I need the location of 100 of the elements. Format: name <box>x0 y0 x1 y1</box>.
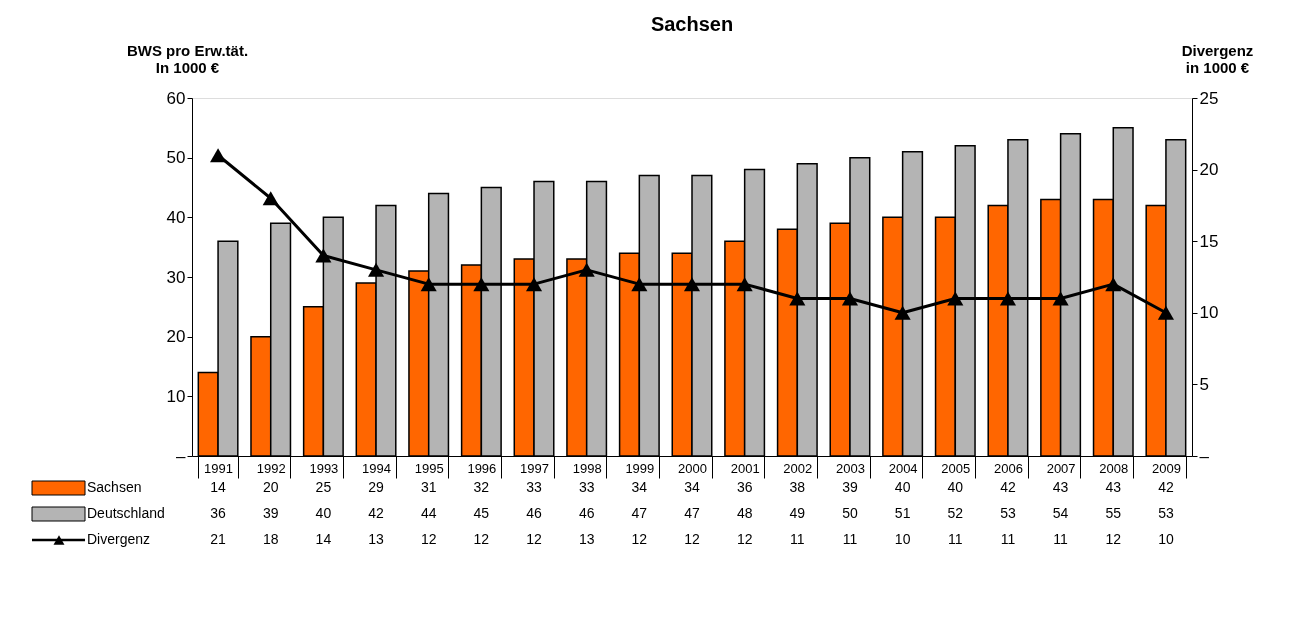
data-label: 43 <box>1105 479 1122 495</box>
data-label: 46 <box>578 505 595 521</box>
x-tick-label: 2000 <box>678 460 707 476</box>
y2-tick-label: 10 <box>1199 303 1219 323</box>
y2-tick-label: 25 <box>1199 88 1219 108</box>
data-label: 10 <box>894 531 911 547</box>
data-label: 31 <box>420 479 437 495</box>
x-tick-label: 1995 <box>414 460 444 476</box>
data-label: 52 <box>947 505 964 521</box>
point <box>789 291 806 306</box>
data-label: 13 <box>368 531 385 547</box>
y2-tick-label: 20 <box>1199 160 1219 180</box>
point <box>736 277 753 292</box>
x-tick-label: 2007 <box>1046 460 1076 476</box>
data-label: 55 <box>1105 505 1122 521</box>
data-label: 10 <box>1158 531 1174 547</box>
data-label: 47 <box>631 505 648 521</box>
x-tick-label: 2001 <box>730 460 760 476</box>
data-label: 47 <box>684 505 700 521</box>
point <box>420 277 437 292</box>
x-tick-label: 1994 <box>362 460 392 476</box>
y-tick-label: 60 <box>166 88 186 108</box>
y-axis-title: BWS pro Erw.tät. In 1000 € <box>126 41 249 76</box>
x-tick-label: 1997 <box>520 460 549 476</box>
data-label: 12 <box>1105 531 1122 547</box>
x-tick-label: 2004 <box>888 460 918 476</box>
data-label: 11 <box>1000 531 1016 547</box>
x-tick-label: 2003 <box>836 460 865 476</box>
data-label: 45 <box>473 505 490 521</box>
data-label: 34 <box>684 479 700 495</box>
data-label: 32 <box>473 479 490 495</box>
data-label: 40 <box>315 505 332 521</box>
x-tick-label: 2005 <box>941 460 971 476</box>
point <box>841 291 859 306</box>
data-label: 43 <box>1052 479 1069 495</box>
data-label: 25 <box>315 479 332 495</box>
point <box>999 291 1017 306</box>
data-label: 11 <box>1053 531 1069 547</box>
point <box>578 262 595 277</box>
data-label: 39 <box>262 505 279 521</box>
point <box>1105 277 1122 292</box>
data-label: 38 <box>789 479 806 495</box>
legend-label: Deutschland <box>87 505 165 521</box>
x-tick-label: 2002 <box>783 460 813 476</box>
data-label: 33 <box>526 479 543 495</box>
y-tick-label: 30 <box>166 267 186 287</box>
y2-axis-title: Divergenz in 1000 € <box>1181 41 1254 76</box>
point <box>367 262 385 277</box>
data-label: 36 <box>736 479 753 495</box>
point <box>947 291 964 306</box>
data-label: 12 <box>526 531 543 547</box>
point <box>894 305 911 320</box>
data-label: 11 <box>790 531 805 547</box>
x-tick-label: 2009 <box>1151 460 1181 476</box>
data-label: 42 <box>1000 479 1016 495</box>
point <box>210 148 227 163</box>
data-label: 29 <box>368 479 385 495</box>
data-label: 12 <box>473 531 490 547</box>
point <box>473 277 490 292</box>
point <box>315 248 332 263</box>
data-label: 14 <box>315 531 332 547</box>
data-label: 42 <box>368 505 385 521</box>
data-label: 40 <box>947 479 964 495</box>
data-label: 53 <box>1158 505 1174 521</box>
data-label: 46 <box>526 505 543 521</box>
y2-tick-label: – <box>1199 446 1210 466</box>
x-tick-label: 1992 <box>256 460 286 476</box>
data-label: 20 <box>262 479 279 495</box>
data-label: 53 <box>1000 505 1016 521</box>
point <box>262 191 279 206</box>
y2-tick-label: 15 <box>1199 231 1219 251</box>
data-label: 12 <box>420 531 437 547</box>
y-tick-label: 10 <box>166 386 186 406</box>
x-tick-label: 1993 <box>309 460 339 476</box>
data-label: 12 <box>736 531 753 547</box>
data-label: 11 <box>842 531 858 547</box>
data-label: 49 <box>789 505 806 521</box>
legend-label: Sachsen <box>87 479 142 495</box>
data-label: 12 <box>631 531 648 547</box>
data-label: 48 <box>736 505 753 521</box>
y-tick-label: 40 <box>166 207 186 227</box>
data-label: 36 <box>210 505 227 521</box>
data-label: 13 <box>578 531 595 547</box>
data-label: 18 <box>262 531 279 547</box>
point <box>1052 291 1069 306</box>
y-tick-label: – <box>176 446 187 466</box>
data-label: 21 <box>210 531 227 547</box>
data-label: 39 <box>842 479 858 495</box>
data-label: 12 <box>684 531 700 547</box>
data-label: 50 <box>842 505 858 521</box>
data-label: 40 <box>894 479 911 495</box>
y-tick-label: 20 <box>166 327 186 347</box>
y-tick-label: 50 <box>166 148 186 168</box>
x-tick-label: 2006 <box>993 460 1023 476</box>
x-tick-label: 1999 <box>625 460 655 476</box>
legend-label: Divergenz <box>87 531 151 547</box>
x-tick-label: 2008 <box>1099 460 1129 476</box>
data-label: 42 <box>1158 479 1174 495</box>
data-label: 33 <box>578 479 595 495</box>
y2-tick-label: 5 <box>1199 374 1209 394</box>
